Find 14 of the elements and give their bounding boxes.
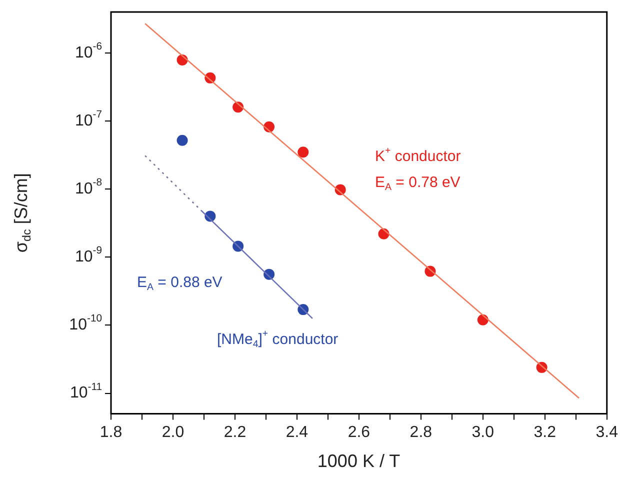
x-tick-label: 2.6 — [348, 424, 370, 441]
x-tick-label: 3.4 — [596, 424, 618, 441]
y-axis-title: σdc [S/cm] — [10, 173, 34, 253]
x-axis-title: 1000 K / T — [317, 450, 400, 471]
x-tick-label: 3.2 — [534, 424, 556, 441]
point — [298, 146, 309, 158]
annotation: K+ conductor — [375, 146, 461, 166]
x-tick-label: 2.4 — [286, 424, 308, 441]
x-tick-label: 2.8 — [410, 424, 432, 441]
x-tick-label: 3.0 — [472, 424, 494, 441]
x-tick-label: 2.2 — [224, 424, 246, 441]
x-tick-label: 2.0 — [162, 424, 184, 441]
point — [176, 134, 188, 146]
x-tick-label: 1.8 — [100, 424, 122, 441]
